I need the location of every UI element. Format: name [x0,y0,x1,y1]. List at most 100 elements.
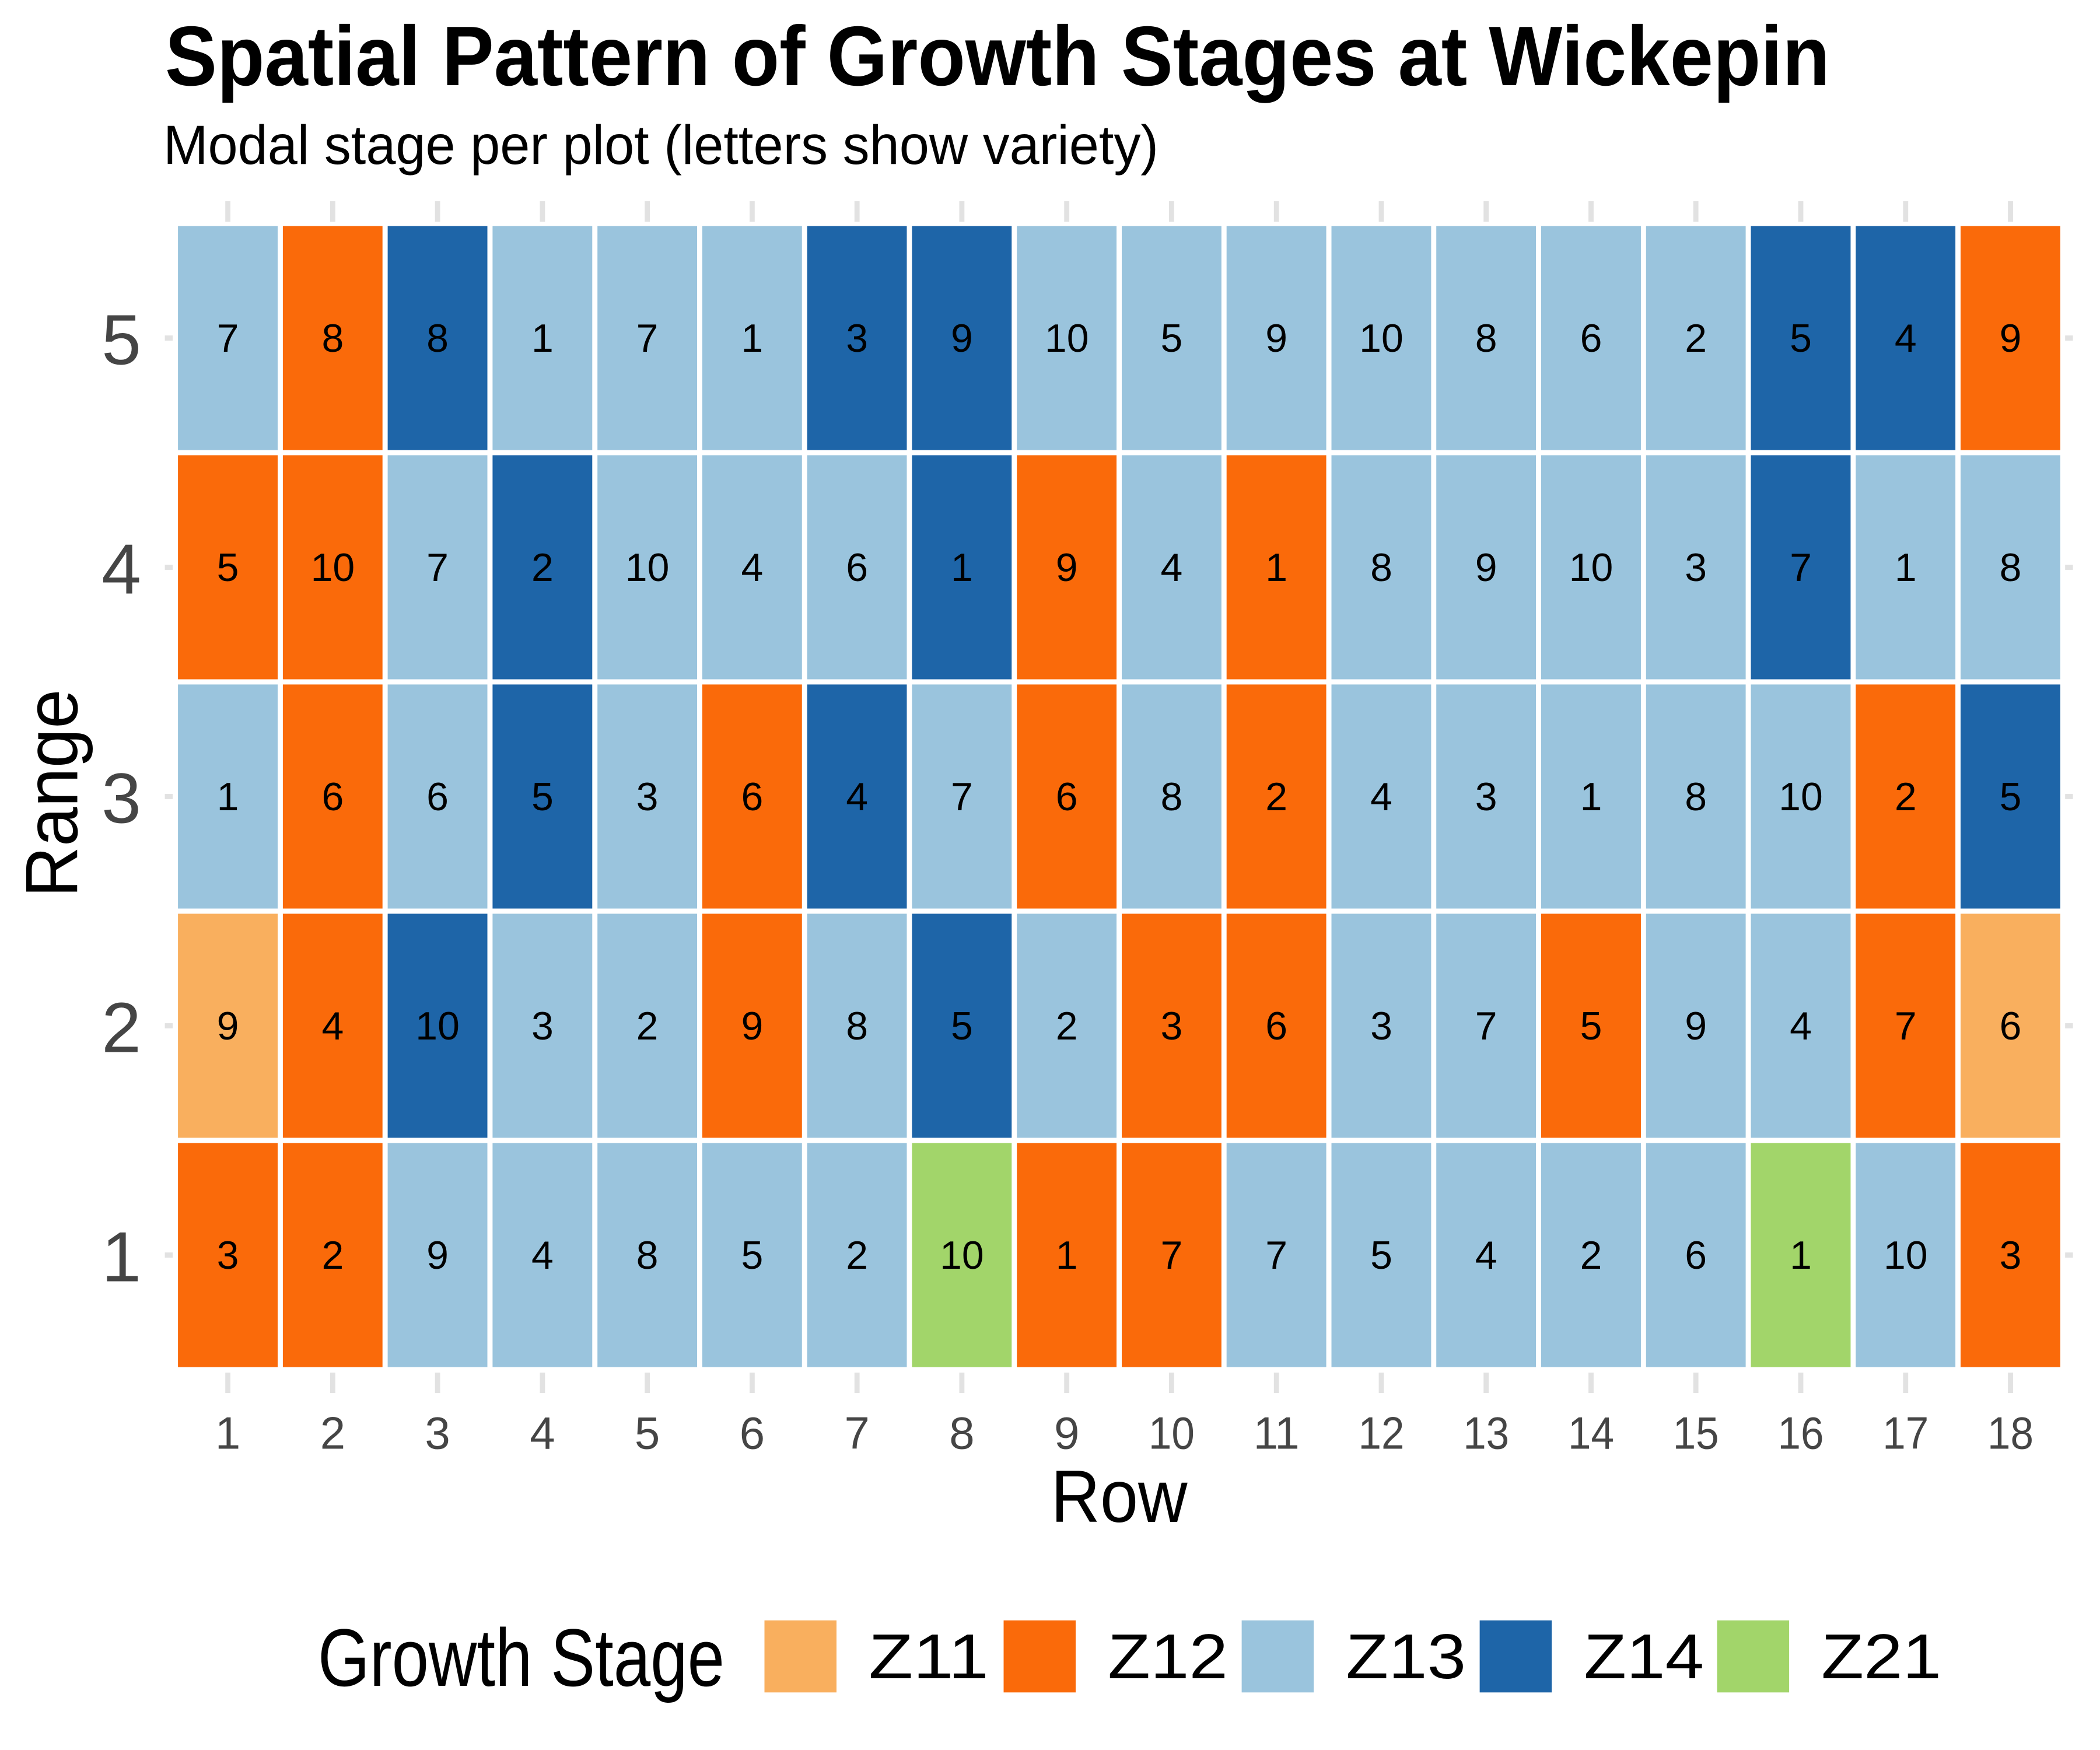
svg-text:5: 5 [102,300,141,380]
svg-text:17: 17 [1882,1408,1929,1459]
svg-text:10: 10 [415,1004,460,1048]
svg-text:9: 9 [1054,1408,1079,1459]
svg-text:1: 1 [1056,1233,1078,1278]
svg-text:7: 7 [1265,1233,1287,1278]
svg-text:10: 10 [1359,316,1404,360]
svg-text:3: 3 [425,1408,450,1459]
svg-text:13: 13 [1463,1408,1509,1459]
svg-text:Z14: Z14 [1584,1621,1704,1692]
svg-text:14: 14 [1568,1408,1614,1459]
svg-text:9: 9 [1056,545,1078,590]
svg-text:10: 10 [940,1233,984,1278]
svg-text:3: 3 [636,775,659,819]
svg-text:10: 10 [311,545,355,590]
svg-text:2: 2 [102,988,141,1068]
svg-text:2: 2 [846,1233,868,1278]
svg-text:4: 4 [321,1004,344,1048]
svg-text:5: 5 [531,775,554,819]
svg-text:1: 1 [1895,545,1917,590]
svg-text:6: 6 [740,1408,765,1459]
svg-text:3: 3 [2000,1233,2022,1278]
svg-text:1: 1 [1265,545,1287,590]
svg-text:10: 10 [1045,316,1089,360]
svg-text:11: 11 [1254,1408,1300,1459]
svg-text:Growth Stage: Growth Stage [318,1612,724,1703]
svg-text:9: 9 [951,316,973,360]
svg-text:4: 4 [741,545,763,590]
svg-text:8: 8 [1685,775,1707,819]
svg-text:5: 5 [2000,775,2022,819]
svg-text:1: 1 [531,316,554,360]
svg-text:4: 4 [1370,775,1392,819]
svg-text:5: 5 [635,1408,660,1459]
svg-text:9: 9 [217,1004,239,1048]
svg-text:9: 9 [1475,545,1497,590]
svg-text:8: 8 [949,1408,974,1459]
svg-text:9: 9 [1265,316,1287,360]
svg-text:3: 3 [1370,1004,1392,1048]
svg-text:Row: Row [1051,1455,1188,1538]
svg-text:2: 2 [1685,316,1707,360]
svg-text:Range: Range [10,690,93,898]
svg-text:5: 5 [1160,316,1182,360]
svg-text:10: 10 [1884,1233,1928,1278]
svg-text:2: 2 [531,545,554,590]
svg-text:8: 8 [1475,316,1497,360]
svg-text:4: 4 [531,1233,554,1278]
svg-text:9: 9 [741,1004,763,1048]
svg-text:8: 8 [1160,775,1182,819]
svg-text:2: 2 [636,1004,659,1048]
svg-text:2: 2 [1265,775,1287,819]
svg-text:16: 16 [1778,1408,1824,1459]
svg-text:2: 2 [321,1233,344,1278]
svg-text:1: 1 [1790,1233,1812,1278]
svg-text:5: 5 [1790,316,1812,360]
svg-text:7: 7 [1475,1004,1497,1048]
svg-text:Z11: Z11 [869,1621,989,1692]
svg-text:5: 5 [951,1004,973,1048]
svg-text:1: 1 [741,316,763,360]
svg-text:6: 6 [321,775,344,819]
svg-text:8: 8 [426,316,449,360]
svg-text:7: 7 [1895,1004,1917,1048]
svg-text:3: 3 [102,759,141,838]
svg-text:8: 8 [1370,545,1392,590]
svg-text:18: 18 [1987,1408,2034,1459]
svg-text:4: 4 [1790,1004,1812,1048]
svg-text:7: 7 [1160,1233,1182,1278]
svg-text:4: 4 [1895,316,1917,360]
svg-text:Modal stage per plot (letters: Modal stage per plot (letters show varie… [163,114,1158,176]
svg-text:1: 1 [102,1217,141,1297]
svg-text:2: 2 [1580,1233,1602,1278]
svg-text:9: 9 [2000,316,2022,360]
svg-text:1: 1 [1580,775,1602,819]
svg-text:7: 7 [1790,545,1812,590]
svg-text:12: 12 [1359,1408,1405,1459]
svg-text:15: 15 [1673,1408,1719,1459]
svg-text:Z12: Z12 [1108,1621,1228,1692]
svg-text:5: 5 [741,1233,763,1278]
svg-text:8: 8 [321,316,344,360]
svg-text:10: 10 [1569,545,1614,590]
svg-text:4: 4 [1160,545,1182,590]
svg-text:Spatial Pattern of Growth Stag: Spatial Pattern of Growth Stages at Wick… [165,9,1830,103]
svg-text:6: 6 [426,775,449,819]
svg-text:7: 7 [217,316,239,360]
svg-text:2: 2 [1056,1004,1078,1048]
svg-text:1: 1 [215,1408,240,1459]
svg-text:6: 6 [1685,1233,1707,1278]
svg-text:8: 8 [846,1004,868,1048]
svg-text:8: 8 [2000,545,2022,590]
svg-text:3: 3 [1685,545,1707,590]
svg-text:7: 7 [426,545,449,590]
svg-text:3: 3 [217,1233,239,1278]
svg-text:4: 4 [1475,1233,1497,1278]
svg-text:3: 3 [1160,1004,1182,1048]
svg-text:2: 2 [1895,775,1917,819]
svg-text:10: 10 [1779,775,1823,819]
svg-text:9: 9 [426,1233,449,1278]
svg-text:Z21: Z21 [1821,1621,1941,1692]
svg-text:5: 5 [1580,1004,1602,1048]
svg-text:6: 6 [846,545,868,590]
svg-text:7: 7 [845,1408,870,1459]
